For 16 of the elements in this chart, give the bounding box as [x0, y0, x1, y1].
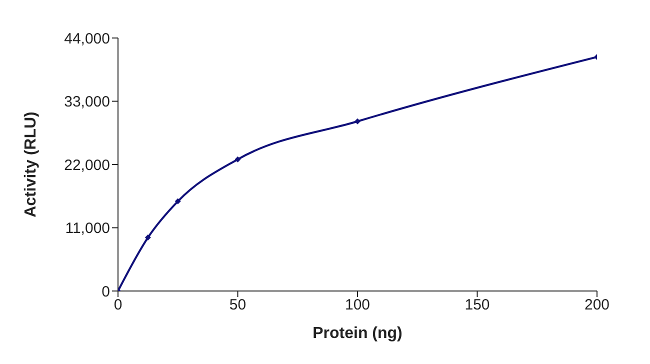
y-tick-label: 11,000: [65, 220, 110, 238]
x-tick-label: 150: [464, 296, 490, 314]
x-axis-title: Protein (ng): [312, 325, 402, 342]
y-tick-label: 0: [102, 283, 110, 300]
x-tick-label: 0: [114, 296, 122, 314]
y-tick-label: 22,000: [64, 156, 110, 174]
x-tick-label: 200: [584, 296, 610, 314]
y-axis-title: Activity (RLU): [22, 112, 40, 218]
point: [174, 198, 181, 204]
x-tick-label: 50: [229, 296, 246, 314]
point: [144, 234, 151, 241]
point: [354, 118, 360, 124]
x-tick-label: 100: [344, 296, 370, 314]
y-tick-label: 44,000: [64, 30, 110, 48]
point: [234, 156, 241, 162]
y-tick-label: 33,000: [64, 94, 110, 111]
